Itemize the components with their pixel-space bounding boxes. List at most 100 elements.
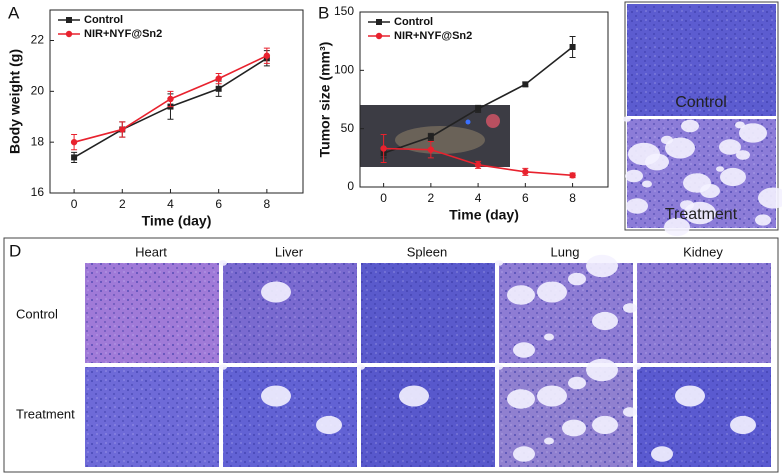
- tissue-space: [623, 303, 637, 313]
- marker: [215, 75, 222, 82]
- panel-label: D: [9, 241, 21, 260]
- x-tick-label: 4: [167, 197, 174, 211]
- inset-tumor: [486, 114, 500, 128]
- histology-texture: [361, 263, 495, 363]
- tissue-space: [316, 415, 342, 435]
- legend-marker: [66, 17, 72, 23]
- image-label: Treatment: [665, 206, 738, 223]
- y-axis-label: Tumor size (mm³): [317, 42, 333, 158]
- marker: [475, 105, 482, 112]
- marker: [71, 154, 78, 161]
- tissue-space: [739, 123, 767, 143]
- tissue-space: [719, 139, 741, 155]
- tissue-space: [665, 137, 695, 159]
- tissue-space: [513, 342, 535, 358]
- legend-marker: [375, 32, 383, 40]
- inset-mouse: [395, 126, 485, 154]
- tissue-space: [735, 121, 745, 129]
- legend-label: Control: [394, 16, 433, 28]
- tissue-space: [664, 217, 690, 237]
- marker: [569, 172, 576, 179]
- tissue-space: [683, 173, 711, 193]
- tissue-space: [628, 142, 660, 166]
- tissue-space: [651, 446, 673, 462]
- x-tick-label: 2: [428, 191, 435, 205]
- y-tick-label: 0: [347, 179, 354, 193]
- plot-frame: [359, 11, 609, 188]
- legend-marker: [376, 19, 382, 25]
- x-tick-label: 6: [522, 191, 529, 205]
- row-label: Control: [16, 306, 58, 321]
- tissue-space: [736, 150, 750, 160]
- legend-label: NIR+NYF@Sn2: [394, 30, 472, 42]
- histology-texture: [85, 367, 219, 467]
- marker: [522, 81, 529, 88]
- marker: [70, 138, 78, 146]
- marker: [427, 133, 434, 140]
- tissue-space: [755, 214, 771, 226]
- tissue-space: [357, 364, 365, 370]
- column-label: Kidney: [683, 244, 723, 259]
- tissue-space: [592, 311, 618, 331]
- histology-texture: [223, 367, 357, 467]
- column-label: Liver: [275, 244, 304, 259]
- x-tick-label: 8: [264, 197, 271, 211]
- histology-texture: [361, 367, 495, 467]
- tissue-space: [681, 119, 699, 133]
- tissue-space: [495, 364, 503, 370]
- y-tick-label: 22: [31, 33, 45, 47]
- tissue-space: [642, 180, 652, 188]
- tissue-space: [507, 285, 535, 305]
- y-axis-label: Body weight (g): [7, 49, 23, 154]
- x-tick-label: 6: [215, 197, 222, 211]
- tissue-space: [544, 333, 554, 341]
- tissue-space: [219, 260, 227, 266]
- tissue-space: [544, 437, 554, 445]
- x-tick-label: 8: [569, 191, 576, 205]
- tissue-space: [680, 200, 694, 210]
- inset-light: [465, 119, 471, 125]
- tissue-space: [758, 187, 782, 209]
- marker: [119, 126, 126, 133]
- tissue-space: [716, 166, 724, 172]
- tissue-space: [625, 169, 643, 183]
- x-axis-label: Time (day): [142, 213, 212, 229]
- marker: [474, 161, 482, 169]
- marker: [522, 168, 529, 176]
- marker: [167, 95, 174, 103]
- y-tick-label: 18: [31, 134, 45, 148]
- tissue-space: [586, 358, 618, 382]
- tissue-space: [675, 385, 705, 407]
- y-tick-label: 100: [334, 63, 354, 77]
- x-axis-label: Time (day): [449, 207, 519, 223]
- x-tick-label: 0: [380, 191, 387, 205]
- tissue-space: [661, 135, 673, 145]
- legend-marker: [65, 30, 73, 38]
- tissue-space: [219, 364, 227, 370]
- tissue-space: [537, 281, 567, 303]
- histology-texture: [627, 4, 776, 116]
- column-label: Spleen: [407, 244, 447, 259]
- histology-texture: [223, 263, 357, 363]
- row-label: Treatment: [16, 406, 75, 421]
- tissue-space: [261, 385, 291, 407]
- marker: [215, 85, 222, 92]
- y-tick-label: 150: [334, 4, 354, 18]
- marker: [263, 52, 271, 59]
- tissue-space: [730, 415, 756, 435]
- plot-frame: [49, 9, 304, 194]
- tissue-space: [495, 260, 503, 266]
- legend-label: Control: [84, 14, 123, 26]
- image-label: Control: [675, 94, 727, 111]
- tissue-space: [623, 116, 631, 122]
- panel-label: A: [8, 3, 20, 22]
- column-label: Heart: [135, 244, 167, 259]
- tissue-space: [633, 364, 641, 370]
- legend-label: NIR+NYF@Sn2: [84, 28, 162, 40]
- tissue-space: [261, 281, 291, 303]
- tissue-space: [568, 376, 586, 390]
- panel-d-frame: [3, 237, 779, 473]
- tissue-space: [623, 407, 637, 417]
- tissue-space: [586, 254, 618, 278]
